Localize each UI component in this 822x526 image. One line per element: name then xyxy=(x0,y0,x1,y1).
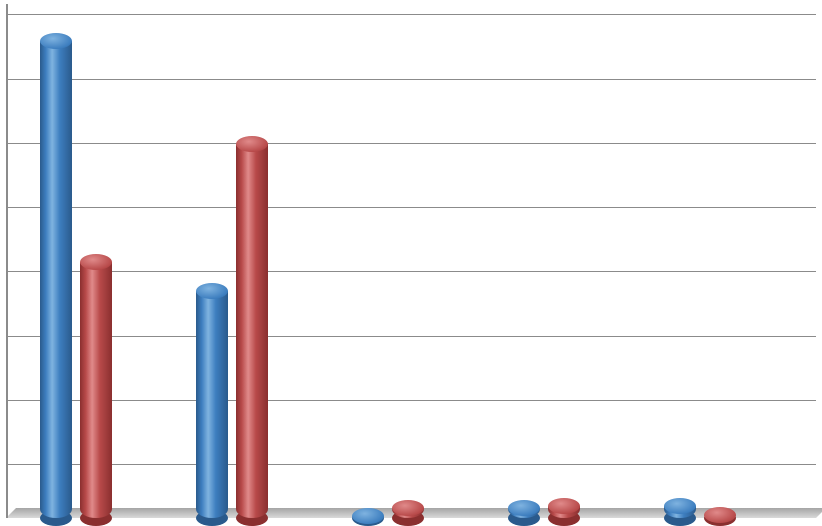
bar xyxy=(548,506,580,518)
grid-line xyxy=(6,400,816,401)
bar xyxy=(196,291,228,518)
bar xyxy=(352,516,384,518)
y-axis xyxy=(6,4,8,518)
grid-line xyxy=(6,271,816,272)
grid-line xyxy=(6,336,816,337)
grid-line xyxy=(6,143,816,144)
bar xyxy=(80,262,112,518)
grid-line xyxy=(6,14,816,15)
grid-line xyxy=(6,464,816,465)
chart-plot-area xyxy=(6,4,816,518)
bar xyxy=(704,515,736,518)
bar xyxy=(236,144,268,518)
bar xyxy=(40,41,72,518)
bar xyxy=(508,508,540,518)
bar xyxy=(392,508,424,518)
grid-line xyxy=(6,79,816,80)
bar xyxy=(664,506,696,518)
grid-line xyxy=(6,207,816,208)
